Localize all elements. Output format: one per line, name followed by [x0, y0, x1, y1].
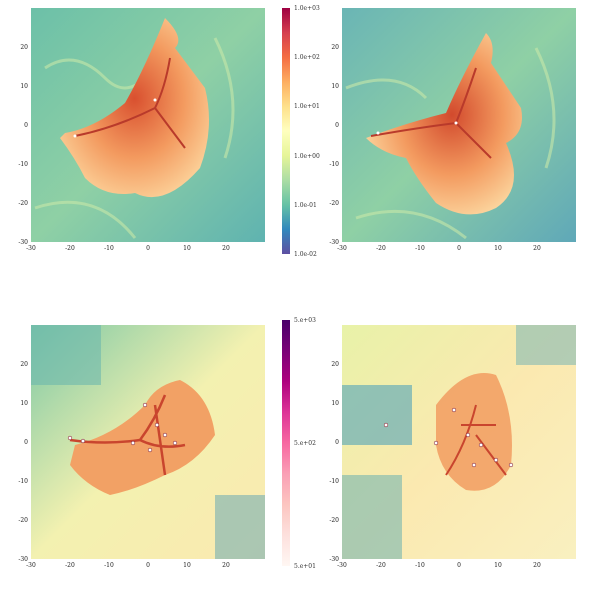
- colorbar-top: [282, 8, 290, 254]
- sink-particle: [67, 435, 73, 441]
- colorbar-tick-label: 1.0e+03: [294, 5, 320, 12]
- sink-particle: [433, 440, 439, 446]
- colorbar-tick-label: 5.e+03: [294, 317, 316, 324]
- sink-particle: [147, 447, 153, 453]
- sink-particle: [465, 432, 471, 438]
- sink-particle: [130, 440, 136, 446]
- colorbar-tick-label: 5.e+01: [294, 563, 316, 570]
- density-map-top-right: [342, 8, 576, 242]
- sink-particle: [154, 422, 160, 428]
- sink-particle: [451, 407, 457, 413]
- colorbar-top-gradient: [282, 8, 290, 254]
- sink-particle: [471, 462, 477, 468]
- colorbar-tick-label: 1.0e+00: [294, 152, 320, 160]
- sink-particle: [162, 432, 168, 438]
- colorbar-tick-label: 5.e+02: [294, 440, 316, 447]
- sink-particle: [508, 462, 514, 468]
- colorbar-bottom-gradient: [282, 320, 290, 566]
- panel-top-right: [326, 8, 576, 258]
- sink-particle: [493, 457, 499, 463]
- sink-particle: [478, 442, 484, 448]
- colorbar-bottom: [282, 320, 290, 566]
- sink-particle: [383, 422, 389, 428]
- panel-top-left: [15, 8, 265, 258]
- sink-particle: [80, 438, 86, 444]
- panel-bottom-left: [15, 325, 265, 575]
- colorbar-tick-label: 1.0e+02: [294, 54, 320, 62]
- colorbar-tick-label: 1.0e+01: [294, 103, 320, 111]
- source-marker: [454, 121, 458, 125]
- density-map-top-left: [31, 8, 265, 242]
- source-marker: [376, 131, 380, 135]
- sink-particle: [142, 402, 148, 408]
- panel-bottom-right: [326, 325, 576, 575]
- density-map-bottom-right: [342, 325, 576, 559]
- sink-particle: [172, 440, 178, 446]
- source-marker: [73, 134, 77, 138]
- source-marker: [153, 98, 157, 102]
- density-map-bottom-left: [31, 325, 265, 559]
- colorbar-tick-label: 1.0e-02: [294, 251, 317, 258]
- colorbar-tick-label: 1.0e-01: [294, 201, 317, 209]
